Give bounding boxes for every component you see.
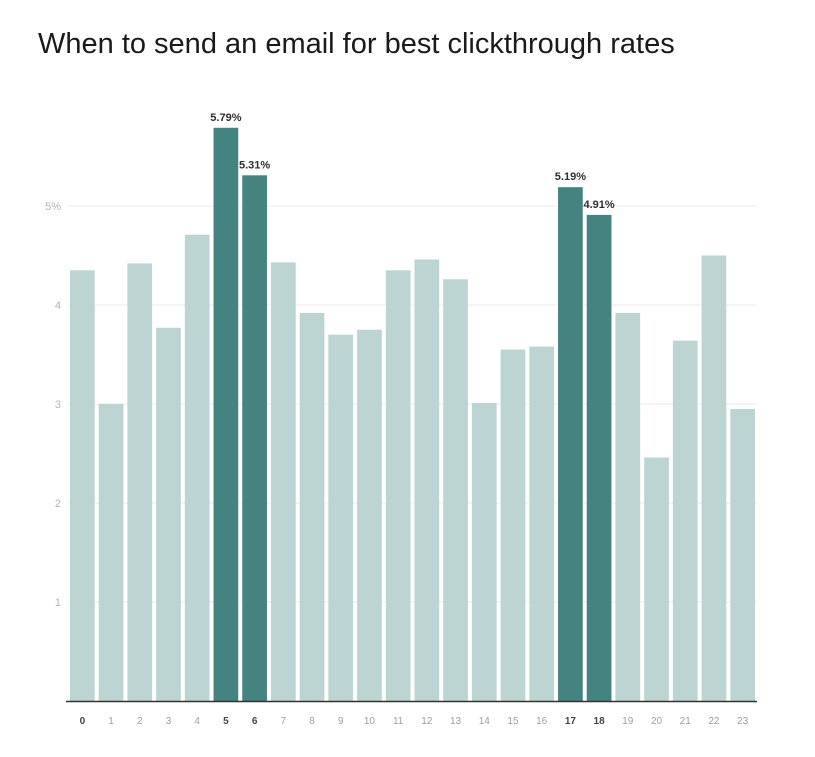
x-tick-label: 9 [338, 716, 344, 727]
y-tick-label: 4 [55, 300, 61, 312]
x-tick-label: 13 [450, 716, 462, 727]
x-tick-label: 5 [223, 716, 229, 727]
x-tick-label: 23 [737, 716, 749, 727]
bar-18 [586, 214, 612, 701]
bar-0 [70, 270, 95, 701]
x-tick-label: 3 [166, 716, 172, 727]
x-tick-label: 16 [536, 716, 548, 727]
gridlines [68, 205, 757, 603]
x-tick-label: 2 [137, 716, 143, 727]
x-tick-label: 14 [479, 716, 491, 727]
x-tick-label: 11 [393, 716, 404, 727]
chart-title: When to send an email for best clickthro… [38, 28, 675, 60]
x-tick-label: 12 [421, 716, 433, 727]
x-tick-label: 1 [108, 716, 114, 727]
data-labels: 5.79% 5.31% 5.19% 4.91% [210, 112, 615, 211]
bar-8 [299, 312, 325, 701]
bar-19 [615, 312, 641, 701]
x-tick-label: 10 [364, 716, 376, 727]
x-tick-label: 19 [622, 716, 634, 727]
bar-21 [672, 340, 698, 701]
bar-15 [500, 349, 526, 701]
x-tick-label: 4 [194, 716, 200, 727]
y-tick-label: 5% [45, 201, 61, 213]
data-label-17: 5.19% [555, 171, 586, 183]
bar-6 [242, 175, 267, 701]
bar-3 [156, 327, 181, 701]
bar-12 [414, 259, 440, 701]
bar-1 [98, 404, 124, 701]
data-label-5: 5.79% [210, 112, 241, 124]
bar-7 [270, 262, 296, 701]
y-tick-label: 2 [55, 498, 61, 510]
bar-10 [357, 329, 382, 701]
bar-4 [184, 234, 210, 701]
bar-20 [644, 457, 669, 701]
x-tick-label: 17 [565, 716, 577, 727]
bars [70, 127, 755, 702]
y-tick-label: 3 [55, 399, 61, 411]
bar-2 [127, 263, 153, 701]
data-label-18: 4.91% [584, 199, 615, 211]
x-tick-label: 7 [281, 716, 287, 727]
y-axis-ticks: 1 2 3 4 5% [45, 201, 61, 609]
data-label-6: 5.31% [239, 159, 270, 171]
x-tick-label: 21 [680, 716, 692, 727]
x-tick-label: 8 [309, 716, 315, 727]
x-tick-label: 22 [708, 716, 720, 727]
x-tick-label: 20 [651, 716, 663, 727]
bar-17 [558, 187, 583, 701]
x-tick-label: 6 [252, 716, 258, 727]
y-tick-label: 1 [55, 597, 61, 609]
x-axis-ticks: 0 1 2 3 4 5 6 7 8 9 10 11 12 13 14 15 16 17 18 19 20 21 22 23 [80, 716, 749, 727]
bar-13 [443, 279, 468, 701]
bar-11 [385, 270, 411, 701]
bar-5 [213, 127, 239, 702]
x-tick-label: 15 [507, 716, 519, 727]
x-tick-label: 18 [594, 716, 606, 727]
bar-9 [328, 334, 354, 701]
x-tick-label: 0 [80, 716, 86, 727]
bar-23 [730, 408, 755, 701]
bar-16 [529, 346, 555, 701]
bar-22 [701, 255, 727, 701]
bar-14 [471, 403, 497, 701]
